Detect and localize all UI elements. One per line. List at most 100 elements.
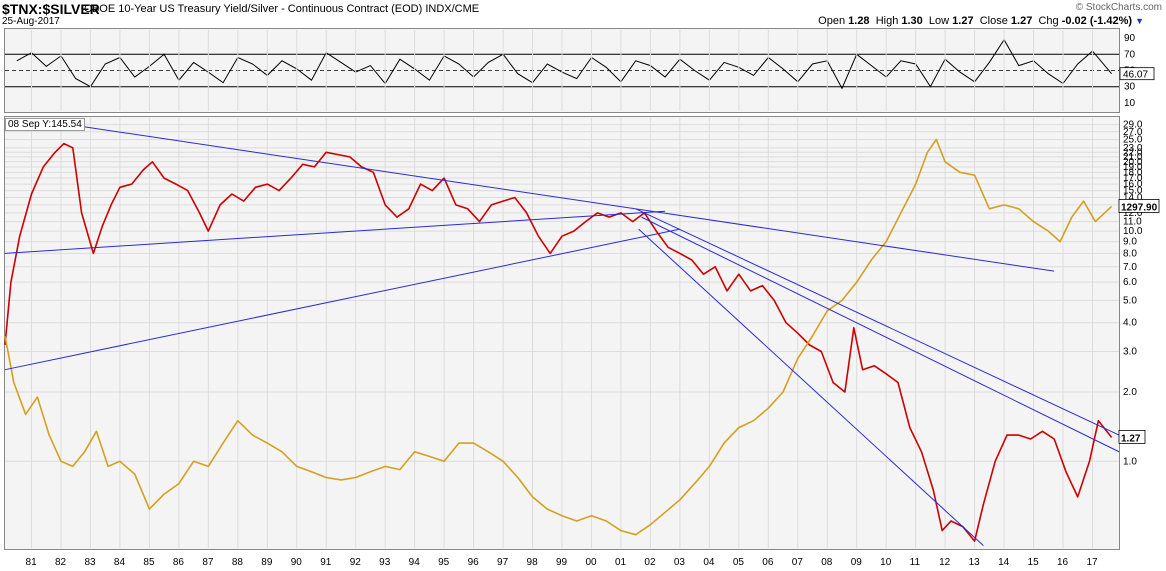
x-tick-label: 95: [438, 557, 450, 568]
trendline: [635, 208, 1120, 436]
y-tick-label: 10.0: [1123, 226, 1143, 237]
x-tick-label: 89: [261, 557, 273, 568]
high-value: 1.30: [901, 15, 923, 27]
chart-header: $TNX:$SILVER CBOE 10-Year US Treasury Yi…: [0, 0, 1166, 28]
x-tick-label: 99: [556, 557, 568, 568]
rsi-last-value: 46.07: [1123, 70, 1148, 81]
x-tick-label: 08: [821, 557, 833, 568]
ratio-last-value: 1.27: [1121, 433, 1141, 444]
x-tick-label: 82: [55, 557, 67, 568]
x-tick-label: 13: [969, 557, 981, 568]
ratio-last-box: [1118, 429, 1146, 444]
x-tick-label: 14: [998, 557, 1010, 568]
y-tick-label: 1.0: [1123, 456, 1137, 467]
y-tick-label: 23.0: [1123, 143, 1143, 154]
x-tick-label: 03: [674, 557, 686, 568]
y-tick-label: 22.0: [1123, 147, 1143, 158]
y-tick-label: 12.0: [1123, 208, 1143, 219]
x-tick-label: 88: [232, 557, 244, 568]
open-value: 1.28: [848, 15, 870, 27]
chg-label: Chg: [1038, 15, 1059, 27]
y-tick-label: 3.0: [1123, 346, 1137, 357]
y-tick-label: 9.0: [1123, 237, 1137, 248]
x-tick-label: 85: [143, 557, 155, 568]
ratio-series-line: [4, 142, 1113, 542]
trendline: [4, 228, 680, 371]
x-tick-label: 91: [320, 557, 332, 568]
x-tick-label: 02: [644, 557, 656, 568]
y-tick-label: 5.0: [1123, 295, 1137, 306]
x-tick-label: 98: [527, 557, 539, 568]
gold-last-value: 1297.90: [1121, 202, 1158, 213]
chg-value: -0.02 (-1.42%): [1061, 15, 1133, 27]
y-tick-label: 11.0: [1123, 217, 1142, 228]
x-tick-label: 16: [1057, 557, 1069, 568]
close-value: 1.27: [1010, 15, 1033, 27]
x-tick-label: 04: [703, 557, 715, 568]
symbol-title: $TNX:$SILVER: [2, 1, 100, 17]
rsi-tick-label: 10: [1124, 98, 1136, 109]
x-tick-label: 94: [409, 557, 421, 568]
y-tick-label: 8.0: [1123, 248, 1137, 259]
trendline: [4, 210, 666, 254]
low-value: 1.27: [952, 15, 974, 27]
y-tick-label: 17.0: [1123, 173, 1143, 184]
y-tick-label: 25.0: [1123, 135, 1143, 146]
open-label: Open: [818, 15, 846, 27]
x-tick-label: 83: [84, 557, 96, 568]
x-tick-label: 07: [792, 557, 804, 568]
x-tick-label: 15: [1028, 557, 1040, 568]
x-tick-label: 87: [202, 557, 214, 568]
x-tick-label: 92: [350, 557, 362, 568]
rsi-tick-label: 30: [1124, 82, 1136, 93]
y-tick-label: 19.0: [1123, 162, 1143, 173]
x-tick-label: 09: [851, 557, 863, 568]
close-label: Close: [979, 15, 1008, 27]
symbol-description: CBOE 10-Year US Treasury Yield/Silver - …: [84, 3, 480, 15]
x-tick-label: 84: [114, 557, 126, 568]
rsi-line: [16, 38, 1112, 90]
chart-date: 25-Aug-2017: [2, 16, 60, 27]
y-tick-label: 7.0: [1123, 262, 1137, 273]
y-tick-label: 27.0: [1123, 127, 1143, 138]
y-tick-label: 14.0: [1123, 192, 1143, 203]
x-tick-label: 97: [497, 557, 509, 568]
y-tick-label: 15.0: [1123, 186, 1143, 197]
ohlc-readout: Open 1.28 High 1.30 Low 1.27 Close 1.27 …: [818, 15, 1144, 27]
x-tick-label: 00: [585, 557, 597, 568]
brand-label: © StockCharts.com: [1075, 2, 1162, 13]
x-tick-label: 12: [939, 557, 951, 568]
rsi-tick-label: 90: [1124, 33, 1136, 44]
y-tick-label: 4.0: [1123, 318, 1137, 329]
rsi-last-box: [1119, 67, 1155, 81]
y-tick-label: 18.0: [1123, 167, 1143, 178]
x-tick-label: 01: [615, 557, 627, 568]
rsi-tick-label: 70: [1124, 49, 1136, 60]
x-tick-label: 90: [291, 557, 303, 568]
x-tick-label: 96: [468, 557, 480, 568]
y-tick-label: 2.0: [1123, 387, 1137, 398]
x-tick-label: 81: [26, 557, 38, 568]
x-tick-label: 10: [880, 557, 892, 568]
y-tick-label: 29.0: [1123, 120, 1143, 131]
high-label: High: [875, 15, 899, 27]
low-label: Low: [928, 15, 950, 27]
x-tick-label: 86: [173, 557, 185, 568]
x-tick-label: 11: [910, 557, 921, 568]
x-tick-label: 05: [733, 557, 745, 568]
x-tick-label: 06: [762, 557, 774, 568]
x-tick-label: 93: [379, 557, 391, 568]
annotation-label: 08 Sep Y:145.54: [5, 118, 85, 131]
y-tick-label: 6.0: [1123, 277, 1137, 288]
gold-last-box: [1118, 199, 1160, 213]
trendline: [641, 216, 1120, 453]
gold-series-line: [4, 138, 1113, 536]
trendline: [69, 124, 1055, 272]
chevron-down-icon[interactable]: ▼: [1135, 16, 1144, 26]
y-tick-label: 20.0: [1123, 157, 1143, 168]
trendline: [638, 228, 984, 547]
y-tick-label: 21.0: [1123, 152, 1143, 163]
x-tick-label: 17: [1086, 557, 1098, 568]
y-tick-label: 16.0: [1123, 179, 1143, 190]
